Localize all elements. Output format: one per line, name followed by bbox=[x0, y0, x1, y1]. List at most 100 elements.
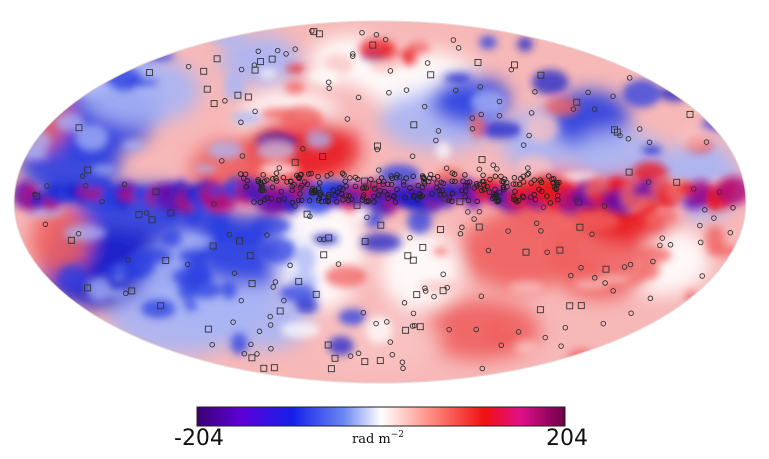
open-circle-source bbox=[501, 187, 507, 193]
open-circle-source bbox=[403, 175, 409, 181]
open-circle-source bbox=[264, 232, 270, 238]
open-circle-source bbox=[348, 196, 355, 202]
open-circle-source bbox=[384, 191, 391, 198]
open-square-source bbox=[522, 248, 530, 256]
open-circle-source bbox=[415, 182, 422, 189]
open-circle-source bbox=[562, 324, 569, 331]
open-circle-source bbox=[298, 197, 305, 204]
open-circle-source bbox=[287, 262, 293, 269]
open-circle-source bbox=[325, 191, 332, 198]
open-circle-source bbox=[248, 341, 254, 348]
open-square-source bbox=[268, 55, 276, 63]
open-circle-source bbox=[380, 181, 386, 187]
open-circle-source bbox=[636, 126, 643, 132]
open-circle-source bbox=[402, 194, 408, 201]
open-circle-source bbox=[610, 93, 616, 99]
open-circle-source bbox=[251, 199, 257, 205]
open-circle-source bbox=[255, 176, 261, 183]
open-circle-source bbox=[274, 47, 281, 54]
open-circle-source bbox=[243, 184, 250, 190]
open-circle-source bbox=[491, 191, 497, 198]
open-circle-source bbox=[553, 185, 559, 192]
open-square-source bbox=[203, 85, 211, 93]
open-circle-source bbox=[349, 53, 356, 59]
sky-map bbox=[13, 20, 747, 384]
open-square-source bbox=[295, 278, 303, 286]
open-circle-source bbox=[449, 198, 455, 205]
open-circle-source bbox=[487, 176, 493, 183]
open-circle-source bbox=[446, 197, 452, 204]
open-circle-source bbox=[433, 137, 439, 144]
open-square-source bbox=[439, 287, 447, 295]
open-circle-source bbox=[281, 196, 287, 202]
open-circle-source bbox=[273, 178, 280, 184]
open-circle-source bbox=[99, 198, 105, 205]
open-circle-source bbox=[540, 204, 547, 210]
open-circle-source bbox=[479, 365, 486, 372]
open-circle-source bbox=[239, 153, 246, 159]
open-square-source bbox=[566, 302, 574, 310]
open-circle-source bbox=[252, 108, 258, 115]
open-circle-source bbox=[361, 184, 367, 191]
open-square-source bbox=[213, 55, 221, 63]
open-circle-source bbox=[317, 192, 323, 198]
open-circle-source bbox=[238, 297, 245, 304]
open-circle-source bbox=[238, 119, 244, 126]
open-circle-source bbox=[510, 181, 517, 187]
open-circle-source bbox=[431, 175, 437, 182]
open-circle-source bbox=[492, 173, 499, 180]
open-circle-source bbox=[347, 175, 353, 181]
open-square-source bbox=[361, 358, 369, 366]
open-circle-source bbox=[390, 193, 397, 200]
open-circle-source bbox=[520, 173, 527, 180]
open-circle-source bbox=[393, 174, 400, 181]
open-circle-source bbox=[376, 167, 382, 173]
open-circle-source bbox=[459, 187, 465, 194]
open-circle-source bbox=[520, 142, 527, 148]
open-circle-source bbox=[446, 326, 452, 333]
open-circle-source bbox=[318, 198, 325, 205]
open-square-source bbox=[511, 61, 518, 69]
open-circle-source bbox=[376, 178, 382, 184]
open-circle-source bbox=[334, 199, 340, 205]
open-square-source bbox=[331, 354, 339, 362]
open-circle-source bbox=[310, 190, 316, 196]
open-square-source bbox=[376, 357, 384, 365]
open-circle-source bbox=[296, 175, 302, 182]
open-square-source bbox=[369, 41, 377, 49]
open-square-source bbox=[157, 302, 165, 310]
open-circle-source bbox=[352, 174, 359, 181]
open-circle-source bbox=[463, 182, 469, 189]
open-circle-source bbox=[359, 29, 365, 36]
open-circle-source bbox=[546, 173, 552, 179]
open-circle-source bbox=[272, 279, 279, 285]
open-circle-source bbox=[554, 192, 561, 199]
open-circle-source bbox=[343, 183, 349, 189]
open-circle-source bbox=[276, 197, 282, 203]
open-circle-source bbox=[486, 189, 493, 195]
open-square-source bbox=[204, 325, 212, 333]
open-circle-source bbox=[699, 273, 705, 279]
open-circle-source bbox=[528, 110, 535, 116]
open-circle-source bbox=[434, 180, 440, 186]
open-circle-source bbox=[364, 214, 370, 221]
open-circle-source bbox=[261, 196, 268, 203]
open-circle-source bbox=[538, 228, 544, 234]
open-circle-source bbox=[255, 48, 262, 55]
open-circle-source bbox=[292, 46, 298, 52]
open-circle-source bbox=[539, 188, 545, 195]
open-circle-source bbox=[335, 261, 342, 267]
open-square-source bbox=[409, 256, 417, 264]
colorbar-min-label: -204 bbox=[174, 426, 224, 451]
open-circle-source bbox=[515, 329, 522, 335]
open-circle-source bbox=[257, 199, 264, 205]
open-circle-source bbox=[516, 181, 523, 188]
open-circle-source bbox=[502, 176, 508, 182]
open-circle-source bbox=[602, 280, 608, 286]
open-circle-source bbox=[299, 182, 305, 189]
open-circle-source bbox=[273, 175, 279, 182]
open-circle-source bbox=[401, 182, 407, 188]
open-circle-source bbox=[452, 178, 458, 185]
open-circle-source bbox=[496, 189, 503, 196]
